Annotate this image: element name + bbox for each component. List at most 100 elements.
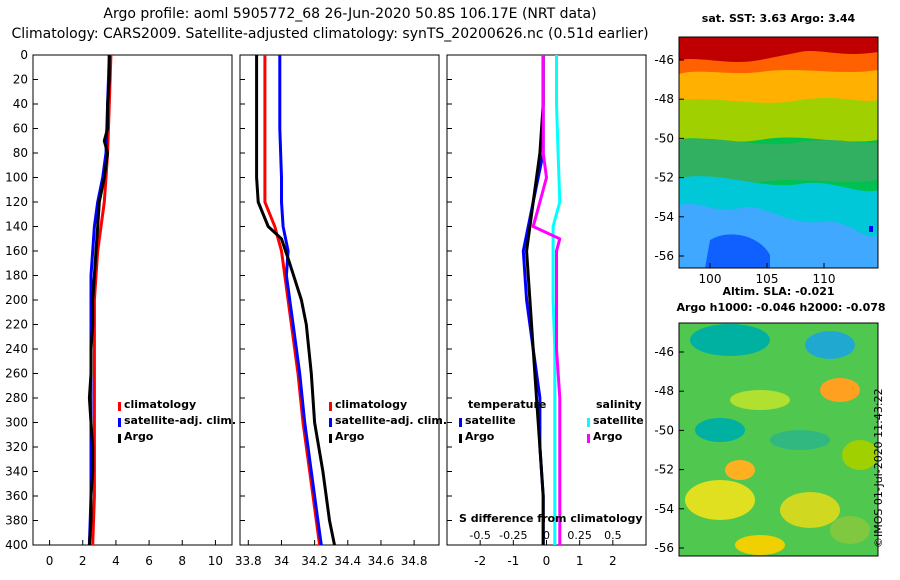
depth-tick-label: 400 (5, 538, 28, 552)
salinity-diff-tick-label: 0.25 (567, 529, 592, 542)
depth-tick-label: 200 (5, 293, 28, 307)
legend-satellite-adj-label: satellite-adj. clim. (124, 414, 237, 427)
temperature-profile-x-tick-label: 2 (79, 554, 87, 568)
depth-tick-label: 20 (13, 73, 28, 87)
temperature-profile-x-tick-label: 4 (112, 554, 120, 568)
sst-map-frame (678, 36, 879, 269)
legend3-temp-satellite-label: satellite (465, 414, 516, 427)
imos-watermark: ©IMOS 01-Jul-2020 11:43:22 (872, 388, 885, 548)
sla-lat-tick-label: -48 (654, 384, 674, 398)
legend2-climatology-label: climatology (335, 398, 408, 411)
salinity-diff-tick-label: -0.25 (499, 529, 527, 542)
sst-lon-tick-label: 110 (813, 272, 836, 286)
sst-lat-tick-label: -54 (654, 210, 674, 224)
salinity-profile-series-argo (255, 55, 336, 546)
salinity-profile-x-tick-label: 34 (274, 554, 289, 568)
difference-from-climatology-x-tick-label: 2 (609, 554, 617, 568)
sla-lat-tick-label: -46 (654, 345, 674, 359)
sla-lat-tick-label: -56 (654, 541, 674, 555)
depth-tick-label: 320 (5, 440, 28, 454)
salinity-profile-series-satellite-adj-clim- (278, 55, 323, 546)
temperature-profile-x-tick-label: 8 (178, 554, 186, 568)
sst-map (679, 37, 878, 268)
depth-tick-label: 220 (5, 318, 28, 332)
sla-lat-tick-label: -50 (654, 423, 674, 437)
depth-tick-label: 60 (13, 122, 28, 136)
sla-lat-tick-label: -54 (654, 502, 674, 516)
difference-from-climatology-series-temperature-argo (525, 55, 545, 545)
temperature-profile-x-tick-label: 10 (208, 554, 223, 568)
sst-map-title: sat. SST: 3.63 Argo: 3.44 (701, 12, 856, 25)
sla-lat-tick-label: -52 (654, 463, 674, 477)
depth-tick-label: 240 (5, 342, 28, 356)
legend-swatch-satellite-adj (118, 418, 121, 427)
depth-tick-label: 140 (5, 220, 28, 234)
depth-tick-label: 120 (5, 195, 28, 209)
sla-map-frame (678, 322, 879, 557)
ticks-layer: 0204060801001201401601802002202402602803… (5, 48, 835, 568)
sst-lon-tick-label: 105 (756, 272, 779, 286)
difference-from-climatology-x-tick-label: 0 (543, 554, 551, 568)
difference-from-climatology-x-tick-label: -2 (474, 554, 486, 568)
legend3-swatch-temp-argo (459, 434, 462, 443)
salinity-profile-x-tick-label: 33.8 (235, 554, 262, 568)
argo-location-marker (869, 226, 873, 232)
salinity-diff-tick-label: 0 (543, 529, 550, 542)
title-line-1: Argo profile: aoml 5905772_68 26-Jun-202… (103, 6, 597, 22)
sla-title-1: Altim. SLA: -0.021 (722, 285, 835, 298)
salinity-diff-tick-label: -0.5 (469, 529, 490, 542)
legend3-temperature-title: temperature (468, 398, 547, 411)
salinity-profile-x-tick-label: 34.2 (301, 554, 328, 568)
depth-tick-label: 160 (5, 244, 28, 258)
depth-tick-label: 180 (5, 269, 28, 283)
depth-tick-label: 260 (5, 367, 28, 381)
legend-argo-label: Argo (124, 430, 154, 443)
legend2-swatch-climatology (329, 402, 332, 411)
temperature-panel-frame (32, 54, 233, 546)
legend3-swatch-sal-satellite (587, 418, 590, 427)
legend3-swatch-sal-argo (587, 434, 590, 443)
diff-axis-title: S difference from climatology (459, 512, 643, 525)
legend-climatology-label: climatology (124, 398, 197, 411)
depth-tick-label: 40 (13, 97, 28, 111)
legend-swatch-climatology (118, 402, 121, 411)
depth-tick-label: 0 (20, 48, 28, 62)
depth-tick-label: 340 (5, 465, 28, 479)
salinity-profile-x-tick-label: 34.8 (401, 554, 428, 568)
legend3-sal-argo-label: Argo (593, 430, 623, 443)
difference-from-climatology-x-tick-label: 1 (576, 554, 584, 568)
legend2-swatch-argo (329, 434, 332, 443)
legend2-satellite-adj-label: satellite-adj. clim. (335, 414, 448, 427)
temperature-profile-series-argo (87, 55, 111, 546)
salinity-profile-x-tick-label: 34.4 (334, 554, 361, 568)
difference-from-climatology-series-salinity-satellite (551, 55, 562, 545)
legend3-temp-argo-label: Argo (465, 430, 495, 443)
sst-lat-tick-label: -50 (654, 131, 674, 145)
depth-tick-label: 280 (5, 391, 28, 405)
depth-tick-label: 80 (13, 146, 28, 160)
legend3-swatch-temp-satellite (459, 418, 462, 427)
legend-swatch-argo (118, 434, 121, 443)
depth-tick-label: 380 (5, 514, 28, 528)
sst-lat-tick-label: -52 (654, 171, 674, 185)
sst-lat-tick-label: -48 (654, 92, 674, 106)
sst-lat-tick-label: -46 (654, 53, 674, 67)
legend3-salinity-title: salinity (596, 398, 642, 411)
difference-from-climatology-series-salinity-argo (531, 55, 562, 545)
salinity-profile-x-tick-label: 34.6 (368, 554, 395, 568)
salinity-profile-series-climatology (263, 55, 322, 546)
sla-title-2: Argo h1000: -0.046 h2000: -0.078 (676, 301, 886, 314)
depth-tick-label: 300 (5, 416, 28, 430)
sla-map (679, 323, 878, 556)
legend2-swatch-satellite-adj (329, 418, 332, 427)
salinity-panel-frame (239, 54, 440, 546)
sst-lat-tick-label: -56 (654, 249, 674, 263)
title-line-2: Climatology: CARS2009. Satellite-adjuste… (11, 26, 649, 42)
legend3-sal-satellite-label: satellite (593, 414, 644, 427)
series-layer (87, 54, 562, 546)
temperature-profile-x-tick-label: 6 (145, 554, 153, 568)
depth-tick-label: 100 (5, 171, 28, 185)
salinity-diff-tick-label: 0.5 (604, 529, 622, 542)
sst-lon-tick-label: 100 (699, 272, 722, 286)
